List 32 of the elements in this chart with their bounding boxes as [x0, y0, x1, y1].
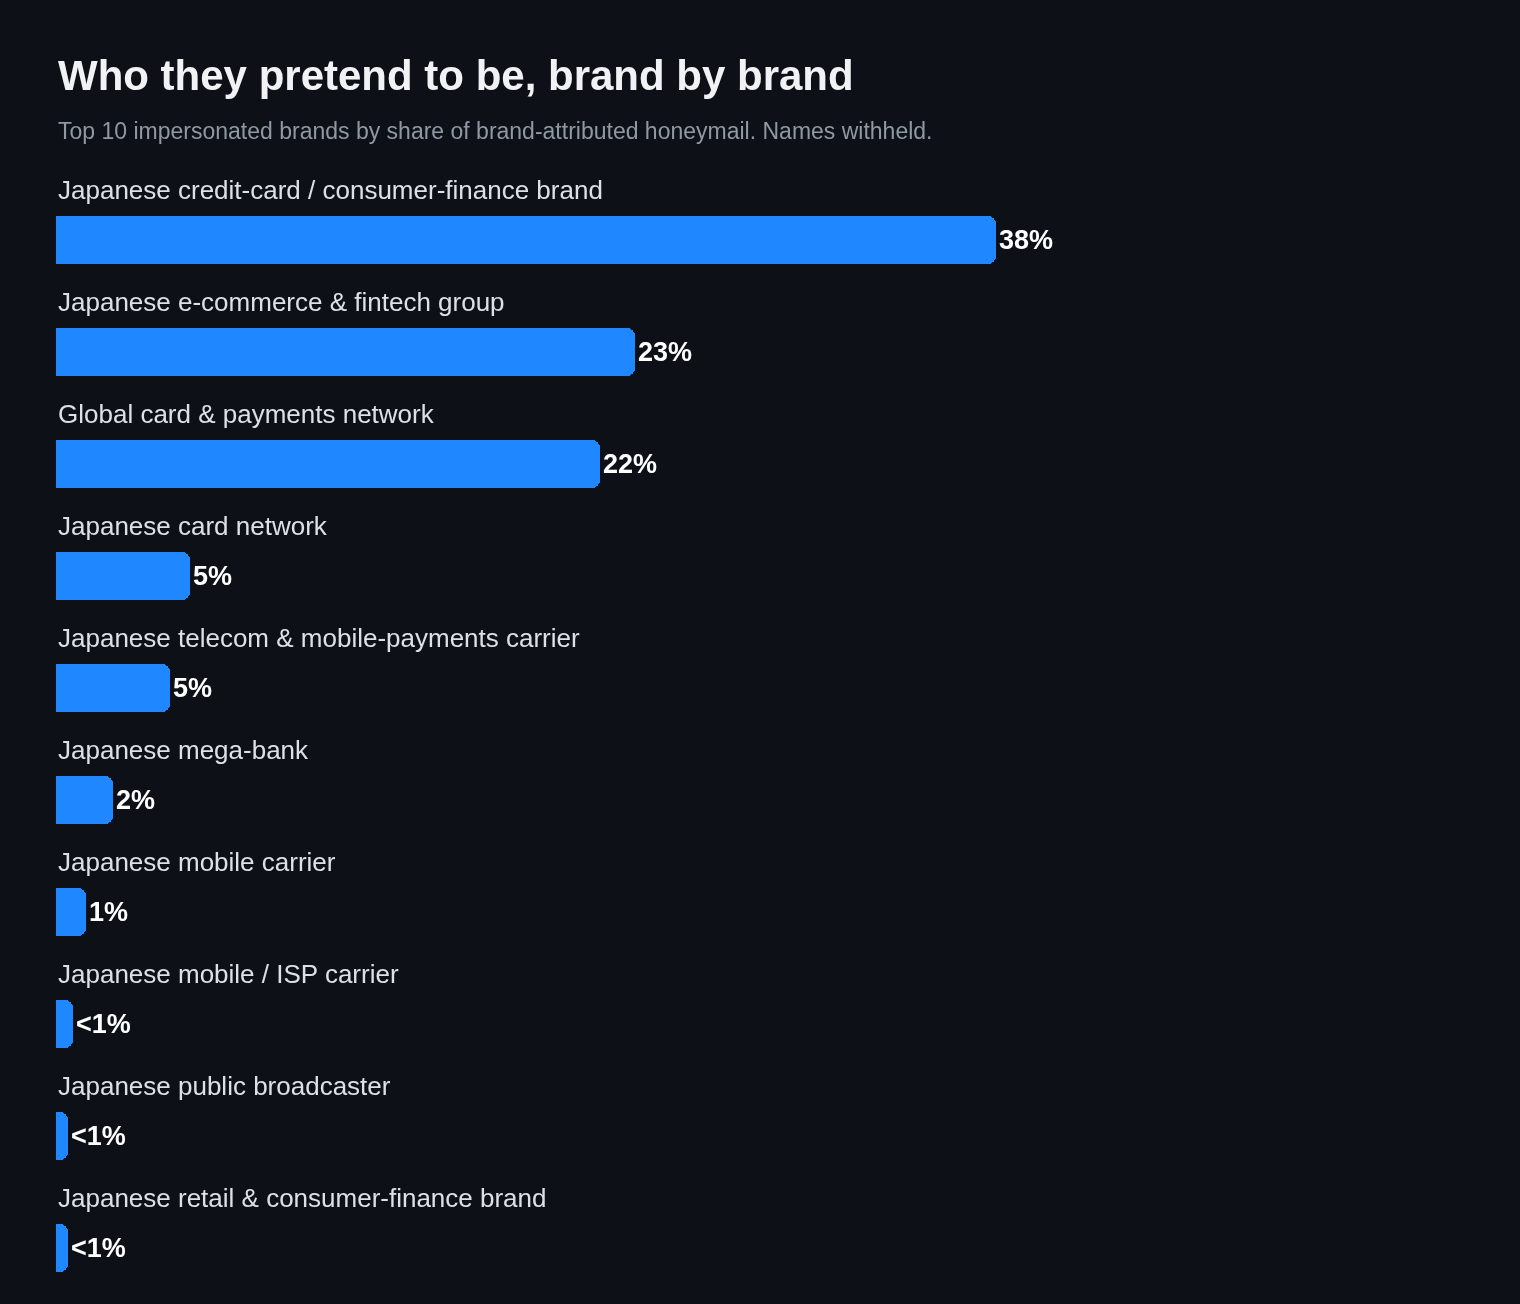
y-tick-label: Global card & payments network [58, 399, 435, 429]
data-label: <1% [71, 1121, 126, 1151]
y-tick-label: Japanese public broadcaster [58, 1071, 391, 1101]
data-label: 38% [999, 225, 1054, 255]
chart-subtitle: Top 10 impersonated brands by share of brand-attributed honeymail. Names withheld. [58, 118, 933, 144]
y-tick-label: Japanese mega-bank [58, 735, 310, 765]
data-label: <1% [71, 1233, 126, 1263]
data-label: 23% [638, 337, 693, 367]
bar [56, 328, 635, 376]
bar [56, 216, 996, 264]
y-tick-label: Japanese retail & consumer-finance brand [58, 1183, 547, 1213]
bar [56, 776, 113, 824]
y-tick-label: Japanese mobile carrier [58, 847, 336, 877]
y-tick-label: Japanese e-commerce & fintech group [58, 287, 505, 317]
bar [56, 888, 86, 936]
bar [56, 1224, 68, 1272]
y-tick-label: Japanese mobile / ISP carrier [58, 959, 399, 989]
data-label: 22% [603, 449, 658, 479]
data-label: 2% [116, 785, 156, 815]
bar [56, 664, 170, 712]
bar [56, 440, 600, 488]
bar [56, 552, 190, 600]
y-tick-label: Japanese card network [58, 511, 328, 541]
data-label: 1% [89, 897, 129, 927]
bar [56, 1000, 73, 1048]
data-label: 5% [173, 673, 213, 703]
data-label: 5% [193, 561, 233, 591]
y-tick-label: Japanese telecom & mobile-payments carrier [58, 623, 581, 653]
data-label: <1% [76, 1009, 131, 1039]
bar [56, 1112, 68, 1160]
y-tick-label: Japanese credit-card / consumer-finance brand [58, 175, 603, 205]
chart-title: Who they pretend to be, brand by brand [58, 52, 854, 99]
